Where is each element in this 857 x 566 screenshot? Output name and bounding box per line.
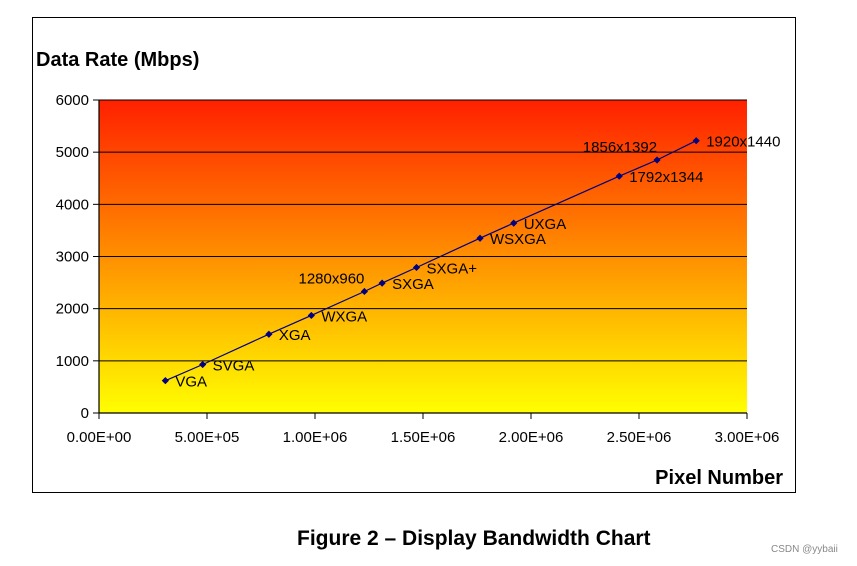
y-tick-label: 5000 <box>56 144 89 161</box>
y-tick-label: 2000 <box>56 301 89 318</box>
y-tick-label: 4000 <box>56 196 89 213</box>
data-point-label: SXGA+ <box>427 260 478 277</box>
axes: 0 1000 2000 3000 4000 5000 6000 0.00E+00 5.00E+0… <box>56 92 780 446</box>
data-point-label: XGA <box>279 327 311 344</box>
data-point-label: SVGA <box>213 357 255 374</box>
data-point-marker <box>653 156 661 164</box>
data-point-marker <box>307 311 315 320</box>
grid-lines <box>99 99 747 362</box>
x-tick-label: 1.00E+06 <box>283 429 348 446</box>
data-point-label: UXGA <box>524 216 567 233</box>
x-tick-label: 2.50E+06 <box>607 429 672 446</box>
marker-layer <box>161 137 700 385</box>
data-point-label: 1920x1440 <box>706 134 780 151</box>
data-point-label: VGA <box>175 374 207 391</box>
data-point-label: WSXGA <box>490 231 546 248</box>
data-point-marker <box>265 330 273 338</box>
data-point-label: WXGA <box>321 308 367 325</box>
data-point-marker <box>199 360 207 369</box>
x-tick-label: 1.50E+06 <box>391 429 456 446</box>
series-line-layer <box>165 140 697 382</box>
y-tick-label: 6000 <box>56 92 89 109</box>
chart-frame: 0 1000 2000 3000 4000 5000 6000 0.00E+00 5.00E+0… <box>32 17 796 493</box>
data-point-label: 1280x960 <box>299 270 365 287</box>
data-point-label: 1792x1344 <box>629 169 703 186</box>
y-tick-label: 3000 <box>56 249 89 266</box>
series-line <box>165 140 697 382</box>
data-point-label: 1856x1392 <box>583 139 657 156</box>
data-point-marker <box>510 219 518 227</box>
data-point-marker <box>476 234 484 242</box>
data-point-marker <box>360 287 369 296</box>
x-tick-label: 5.00E+05 <box>175 429 240 446</box>
data-point-marker <box>161 377 169 385</box>
y-axis-title: Data Rate (Mbps) <box>36 49 199 71</box>
figure-caption: Figure 2 – Display Bandwidth Chart <box>297 527 651 550</box>
x-tick-label: 2.00E+06 <box>499 429 564 446</box>
chart-svg: 0 1000 2000 3000 4000 5000 6000 0.00E+00 5.00E+0… <box>36 49 783 489</box>
x-axis-title: Pixel Number <box>655 467 783 489</box>
data-point-marker <box>378 279 386 287</box>
data-point-marker <box>692 137 700 145</box>
y-tick-label: 0 <box>81 405 89 422</box>
x-tick-label: 3.00E+06 <box>715 429 780 446</box>
y-tick-label: 1000 <box>56 353 89 370</box>
watermark: CSDN @yybaii <box>771 544 838 555</box>
data-point-marker <box>615 172 623 180</box>
x-tick-label: 0.00E+00 <box>67 429 132 446</box>
data-point-label: SXGA <box>392 276 434 293</box>
